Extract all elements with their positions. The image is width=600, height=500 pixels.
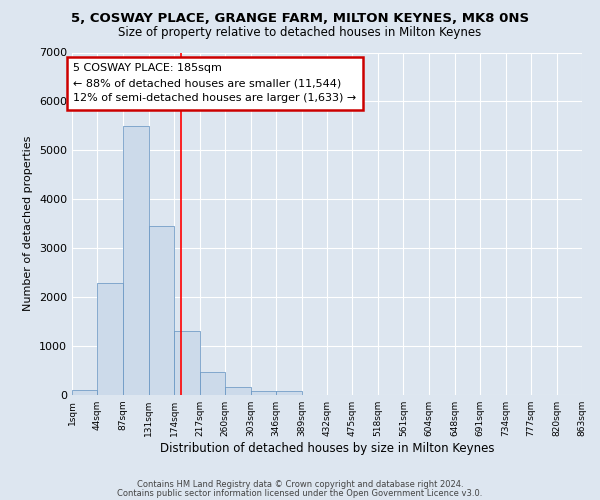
Text: Size of property relative to detached houses in Milton Keynes: Size of property relative to detached ho…	[118, 26, 482, 39]
Text: 5 COSWAY PLACE: 185sqm
← 88% of detached houses are smaller (11,544)
12% of semi: 5 COSWAY PLACE: 185sqm ← 88% of detached…	[73, 64, 356, 103]
Text: 5, COSWAY PLACE, GRANGE FARM, MILTON KEYNES, MK8 0NS: 5, COSWAY PLACE, GRANGE FARM, MILTON KEY…	[71, 12, 529, 26]
Bar	[251, 391, 276, 395]
Bar	[123, 126, 149, 395]
Bar	[72, 390, 97, 395]
Bar	[200, 372, 225, 395]
Bar	[149, 226, 175, 395]
Bar	[175, 332, 200, 395]
Bar	[276, 391, 302, 395]
X-axis label: Distribution of detached houses by size in Milton Keynes: Distribution of detached houses by size …	[160, 442, 494, 455]
Y-axis label: Number of detached properties: Number of detached properties	[23, 136, 34, 312]
Text: Contains public sector information licensed under the Open Government Licence v3: Contains public sector information licen…	[118, 488, 482, 498]
Text: Contains HM Land Registry data © Crown copyright and database right 2024.: Contains HM Land Registry data © Crown c…	[137, 480, 463, 489]
Bar	[225, 387, 251, 395]
Bar	[97, 284, 123, 395]
